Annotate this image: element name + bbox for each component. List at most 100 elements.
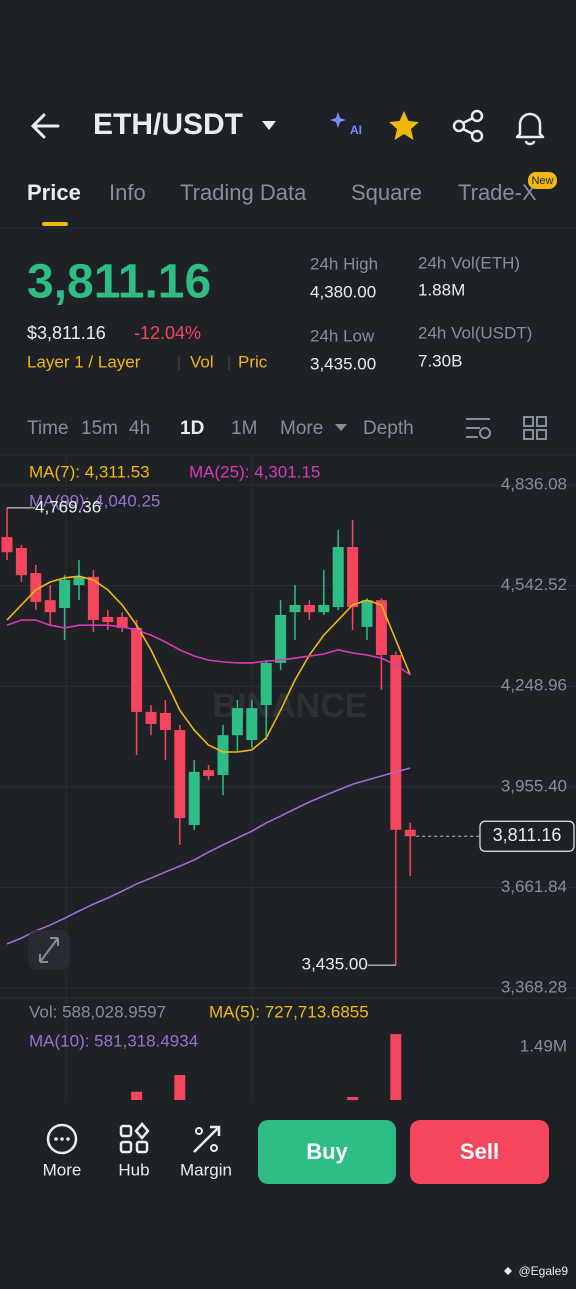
share-node: [452, 119, 466, 133]
tab-indicator: [42, 222, 68, 226]
favorite-star[interactable]: [389, 111, 419, 140]
tab[interactable]: Price: [27, 180, 81, 205]
stat-label: 24h High: [310, 254, 378, 273]
candle-body: [116, 616, 128, 628]
candle-body: [332, 547, 344, 608]
candle-body: [145, 711, 157, 724]
nav-label: Margin: [180, 1160, 232, 1179]
timeframe[interactable]: 15m: [81, 418, 118, 439]
layout-cell: [536, 416, 547, 427]
more-dot: [66, 1137, 70, 1141]
volume-label: MA(5): 727,713.6855: [209, 1002, 369, 1021]
layout-cell: [536, 429, 547, 440]
candle-body: [15, 548, 27, 576]
low-label: 3,435.00: [302, 955, 368, 974]
candle-body: [30, 573, 42, 602]
stat-label: 24h Vol(USDT): [418, 323, 532, 342]
volume-tick-label: 1.49M: [520, 1036, 567, 1055]
candle-body: [59, 579, 71, 609]
candle-body: [102, 616, 114, 623]
y-tick-label: 4,542.52: [501, 575, 567, 594]
back-button[interactable]: [30, 113, 60, 139]
tab[interactable]: Trading Data: [180, 180, 307, 205]
expand-icon: [39, 937, 59, 963]
volume-label: MA(10): 581,318.4934: [29, 1031, 198, 1050]
more-dot: [60, 1137, 64, 1141]
pair-dropdown[interactable]: [262, 121, 276, 130]
timeframe[interactable]: Depth: [363, 418, 414, 439]
stat-value: 3,435.00: [310, 354, 376, 373]
ai-button[interactable]: AI: [330, 112, 362, 137]
tag[interactable]: Vol: [190, 352, 214, 371]
candle-body: [231, 708, 243, 736]
timeframe[interactable]: 4h: [129, 418, 150, 439]
candle-body: [347, 547, 359, 608]
timeframe[interactable]: Time: [27, 418, 69, 439]
timeframe[interactable]: More: [280, 418, 323, 439]
tab[interactable]: Trade-X: [458, 180, 537, 205]
stat-value: 7.30B: [418, 351, 462, 370]
credit-icon: [504, 1267, 512, 1275]
moving-average: [6, 575, 411, 753]
more-button[interactable]: More: [43, 1123, 82, 1179]
volume-plot: [131, 1034, 402, 1100]
last-price-label: 3,811.16: [493, 825, 562, 845]
tag[interactable]: Layer 1 / Layer: [27, 352, 141, 371]
moving-average: [6, 619, 411, 676]
ma-label: MA(25): 4,301.15: [189, 462, 320, 481]
candle-body: [361, 600, 373, 627]
y-tick-label: 4,836.08: [501, 474, 567, 493]
stat-label: 24h Vol(ETH): [418, 253, 520, 272]
candle-body: [275, 614, 287, 663]
layout-button[interactable]: [523, 416, 547, 440]
candle-body: [131, 627, 143, 712]
buy-label: Buy: [306, 1139, 348, 1164]
share-node: [470, 109, 484, 123]
candle-body: [246, 708, 258, 741]
badge-label: New: [531, 175, 553, 187]
more-dot: [54, 1137, 58, 1141]
candle-body: [44, 600, 56, 613]
sell-button[interactable]: [410, 1120, 549, 1184]
y-tick-label: 3,368.28: [501, 978, 567, 997]
credit: @Egale9: [518, 1264, 568, 1278]
timeframe[interactable]: 1M: [231, 418, 257, 439]
ai-label: AI: [350, 123, 362, 137]
timeframe[interactable]: 1D: [180, 418, 204, 439]
ma-label: MA(99): 4,040.25: [29, 491, 160, 510]
alert-bell[interactable]: [515, 112, 545, 146]
price-usd: $3,811.16: [27, 323, 106, 343]
badge: [528, 172, 557, 189]
candle-body: [289, 604, 301, 613]
share-button[interactable]: [452, 109, 484, 143]
candle-body: [404, 829, 416, 837]
hub-icon: [134, 1122, 150, 1140]
tab[interactable]: Info: [109, 180, 146, 205]
share-node: [470, 129, 484, 143]
tag[interactable]: Pric: [238, 352, 268, 371]
buy-button[interactable]: [258, 1120, 396, 1184]
layout-cell: [523, 416, 534, 427]
hub-icon: [119, 1124, 133, 1138]
candle-body: [188, 771, 200, 825]
hub-button[interactable]: Hub: [118, 1122, 150, 1179]
candle-body: [1, 537, 13, 553]
candle-body: [87, 576, 99, 621]
pair-title[interactable]: ETH/USDT: [93, 108, 243, 141]
candle-body: [303, 604, 315, 613]
volume-bar: [347, 1097, 359, 1100]
y-tick-label: 3,661.84: [501, 877, 567, 896]
candle-body: [217, 735, 229, 775]
indicator-settings[interactable]: [466, 418, 491, 439]
nav-label: More: [43, 1160, 82, 1179]
sell-label: Sell: [460, 1139, 499, 1164]
tab[interactable]: Square: [351, 180, 422, 205]
ma-label: MA(7): 4,311.53: [29, 462, 150, 481]
high-label: 4,769.36: [35, 497, 101, 516]
y-tick-label: 4,248.96: [501, 676, 567, 695]
more-dropdown[interactable]: [335, 424, 347, 431]
margin-button[interactable]: Margin: [180, 1125, 232, 1179]
ai-sparkle: [330, 112, 346, 128]
